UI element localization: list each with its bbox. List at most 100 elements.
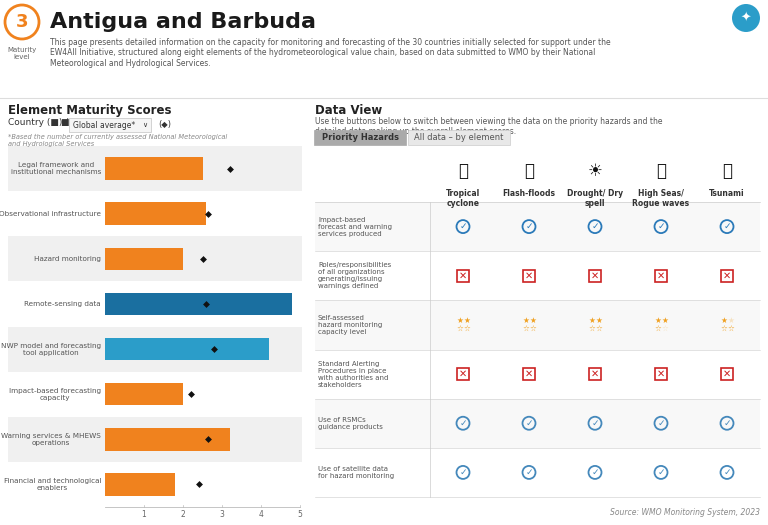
Text: ☆: ☆ (463, 324, 470, 333)
FancyBboxPatch shape (8, 417, 302, 462)
Text: ✕: ✕ (591, 369, 599, 379)
Text: ✓: ✓ (723, 419, 730, 428)
FancyBboxPatch shape (721, 270, 733, 282)
FancyBboxPatch shape (457, 368, 469, 380)
Text: ★: ★ (588, 317, 595, 326)
FancyBboxPatch shape (589, 368, 601, 380)
Text: ★: ★ (529, 317, 536, 326)
Text: ★: ★ (456, 317, 463, 326)
Text: Priority Hazards: Priority Hazards (322, 133, 399, 142)
Text: ✕: ✕ (723, 369, 731, 379)
Text: ✕: ✕ (459, 369, 467, 379)
FancyBboxPatch shape (69, 118, 151, 132)
FancyBboxPatch shape (315, 300, 760, 350)
Text: ☆: ☆ (522, 324, 529, 333)
Text: Impact-based forecasting
capacity: Impact-based forecasting capacity (9, 387, 101, 401)
Text: Observational infrastructure: Observational infrastructure (0, 211, 101, 217)
FancyBboxPatch shape (105, 428, 230, 450)
FancyBboxPatch shape (105, 247, 183, 270)
Text: 🌀: 🌀 (458, 162, 468, 180)
FancyBboxPatch shape (315, 350, 760, 398)
FancyBboxPatch shape (655, 270, 667, 282)
Text: ✕: ✕ (459, 271, 467, 281)
FancyBboxPatch shape (314, 130, 406, 145)
FancyBboxPatch shape (8, 462, 302, 507)
Text: 1: 1 (141, 510, 147, 519)
FancyBboxPatch shape (589, 270, 601, 282)
Text: Flash-floods: Flash-floods (502, 189, 555, 198)
Text: ✓: ✓ (459, 419, 467, 428)
Text: ☆: ☆ (661, 324, 668, 333)
Text: 🌊: 🌊 (722, 162, 732, 180)
Text: ☆: ☆ (654, 324, 661, 333)
Text: 5: 5 (297, 510, 303, 519)
Text: ∨: ∨ (142, 122, 147, 128)
Text: Antigua and Barbuda: Antigua and Barbuda (50, 12, 316, 32)
Text: ★: ★ (727, 317, 734, 326)
FancyBboxPatch shape (523, 270, 535, 282)
FancyBboxPatch shape (8, 146, 302, 191)
Text: 3: 3 (220, 510, 224, 519)
Text: ✓: ✓ (723, 468, 730, 477)
Text: ✓: ✓ (525, 468, 533, 477)
Text: ✓: ✓ (591, 419, 599, 428)
Text: 🌊: 🌊 (656, 162, 666, 180)
Text: Remote-sensing data: Remote-sensing data (25, 301, 101, 307)
Text: All data – by element: All data – by element (414, 133, 504, 142)
Text: ☆: ☆ (529, 324, 536, 333)
FancyBboxPatch shape (315, 398, 760, 448)
Text: ✓: ✓ (657, 468, 665, 477)
Text: ✕: ✕ (525, 369, 533, 379)
FancyBboxPatch shape (105, 383, 183, 405)
Text: ✓: ✓ (525, 222, 533, 231)
Text: ★: ★ (720, 317, 727, 326)
Text: Financial and technological
enablers: Financial and technological enablers (4, 478, 101, 491)
Text: Country (■) /: Country (■) / (8, 118, 68, 127)
Text: 🌊: 🌊 (524, 162, 534, 180)
Text: ✓: ✓ (459, 468, 467, 477)
Text: ☀: ☀ (588, 162, 602, 180)
FancyBboxPatch shape (408, 130, 510, 145)
FancyBboxPatch shape (523, 368, 535, 380)
Text: Legal framework and
institutional mechanisms: Legal framework and institutional mechan… (11, 162, 101, 175)
Text: Use of satellite data
for hazard monitoring: Use of satellite data for hazard monitor… (318, 466, 394, 479)
FancyBboxPatch shape (655, 368, 667, 380)
Text: ✕: ✕ (591, 271, 599, 281)
Text: Hazard monitoring: Hazard monitoring (34, 256, 101, 262)
FancyBboxPatch shape (105, 338, 269, 360)
Text: ✓: ✓ (591, 468, 599, 477)
FancyBboxPatch shape (105, 473, 175, 496)
Text: ★: ★ (595, 317, 602, 326)
FancyBboxPatch shape (105, 292, 292, 315)
Text: ✓: ✓ (657, 419, 665, 428)
FancyBboxPatch shape (315, 251, 760, 300)
Text: ✓: ✓ (459, 222, 467, 231)
Text: 4: 4 (259, 510, 263, 519)
Text: ✕: ✕ (657, 369, 665, 379)
Text: Tropical
cyclone: Tropical cyclone (446, 189, 480, 208)
Text: ★: ★ (522, 317, 529, 326)
Text: Tsunami: Tsunami (709, 189, 745, 198)
Text: Warning services & MHEWS
operations: Warning services & MHEWS operations (1, 433, 101, 446)
Text: Self-assessed
hazard monitoring
capacity level: Self-assessed hazard monitoring capacity… (318, 315, 382, 335)
Text: ★: ★ (661, 317, 668, 326)
Text: ✕: ✕ (723, 271, 731, 281)
FancyBboxPatch shape (8, 372, 302, 417)
Text: ☆: ☆ (595, 324, 602, 333)
Text: Maturity
level: Maturity level (8, 47, 37, 60)
Text: 3: 3 (16, 13, 28, 31)
Text: Use of RSMCs
guidance products: Use of RSMCs guidance products (318, 417, 383, 430)
Text: ✓: ✓ (657, 222, 665, 231)
Text: ☆: ☆ (720, 324, 727, 333)
Text: *Based the number of currently assessed National Meteorological
and Hydrological: *Based the number of currently assessed … (8, 134, 227, 147)
FancyBboxPatch shape (315, 448, 760, 497)
Text: ★: ★ (463, 317, 470, 326)
Text: ✕: ✕ (525, 271, 533, 281)
FancyBboxPatch shape (105, 203, 207, 225)
Text: Use the buttons below to switch between viewing the data on the priority hazards: Use the buttons below to switch between … (315, 117, 663, 136)
Text: ☆: ☆ (456, 324, 463, 333)
Text: Element Maturity Scores: Element Maturity Scores (8, 104, 171, 117)
FancyBboxPatch shape (8, 236, 302, 281)
FancyBboxPatch shape (105, 158, 203, 180)
Text: Source: WMO Monitoring System, 2023: Source: WMO Monitoring System, 2023 (610, 508, 760, 517)
